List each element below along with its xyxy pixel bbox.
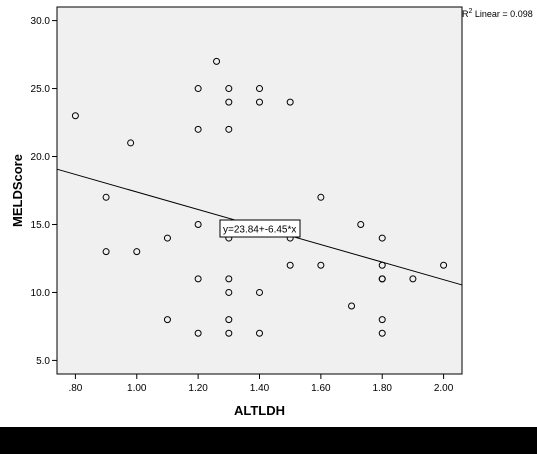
data-point <box>225 329 233 337</box>
data-point <box>194 275 202 283</box>
data-point <box>409 275 417 283</box>
data-point <box>102 248 110 256</box>
data-point <box>256 329 263 337</box>
data-point <box>317 261 325 269</box>
data-point <box>213 57 221 65</box>
fit-equation-frame <box>219 219 301 238</box>
data-point <box>194 220 202 228</box>
data-point <box>163 316 171 324</box>
plot-area <box>56 6 463 375</box>
y-axis: 5.0 10.0 15.0 20.0 25.0 30.0 <box>31 16 57 367</box>
data-point <box>225 125 233 133</box>
r2-superscript: 2 <box>469 8 473 15</box>
y-tick-label: 10.0 <box>31 288 51 299</box>
data-point <box>256 85 263 93</box>
data-point <box>378 275 386 283</box>
r2-annotation: R2 Linear = 0.098 <box>462 8 533 19</box>
x-tick-label: .80 <box>68 383 82 394</box>
x-tick-label: 1.40 <box>250 383 270 394</box>
data-point <box>378 316 386 324</box>
data-point <box>256 98 263 106</box>
y-tick-label: 20.0 <box>31 152 51 163</box>
data-point <box>225 316 233 324</box>
x-tick-label: 2.00 <box>434 383 454 394</box>
data-point <box>225 98 233 106</box>
data-point <box>286 98 294 106</box>
data-point <box>194 125 202 133</box>
y-tick-label: 25.0 <box>31 84 51 95</box>
y-tick-label: 15.0 <box>31 220 51 231</box>
data-point <box>163 234 171 242</box>
y-tick-label: 5.0 <box>36 356 50 367</box>
data-point <box>102 193 110 201</box>
fit-equation-label: y=23.84+-6.45*x <box>223 225 296 236</box>
x-tick-label: 1.00 <box>127 383 147 394</box>
data-point <box>225 275 233 283</box>
y-tick-label: 30.0 <box>31 16 51 27</box>
bottom-bar <box>0 427 537 454</box>
data-point <box>194 329 202 337</box>
data-point <box>378 329 386 337</box>
fit-equation-box: y=23.84+-6.45*x <box>219 219 301 238</box>
data-point <box>225 85 233 93</box>
x-tick-label: 1.60 <box>311 383 331 394</box>
data-point <box>317 193 325 201</box>
data-point <box>256 288 263 296</box>
x-axis-title: ALTLDH <box>234 403 285 418</box>
data-point <box>440 261 448 269</box>
y-axis-title: MELDScore <box>10 154 25 227</box>
data-point <box>127 139 135 147</box>
data-point <box>348 302 356 310</box>
data-point <box>378 234 386 242</box>
x-tick-label: 1.80 <box>372 383 392 394</box>
r2-symbol: R <box>462 9 469 19</box>
x-tick-label: 1.20 <box>188 383 208 394</box>
x-axis: .80 1.00 1.20 1.40 1.60 1.80 2.00 <box>68 374 454 394</box>
data-points <box>71 57 448 337</box>
data-point <box>71 112 79 120</box>
data-point <box>286 261 294 269</box>
data-point <box>225 288 233 296</box>
data-point <box>357 220 365 228</box>
data-point <box>194 85 202 93</box>
r2-value: Linear = 0.098 <box>472 9 532 19</box>
data-point <box>133 248 141 256</box>
